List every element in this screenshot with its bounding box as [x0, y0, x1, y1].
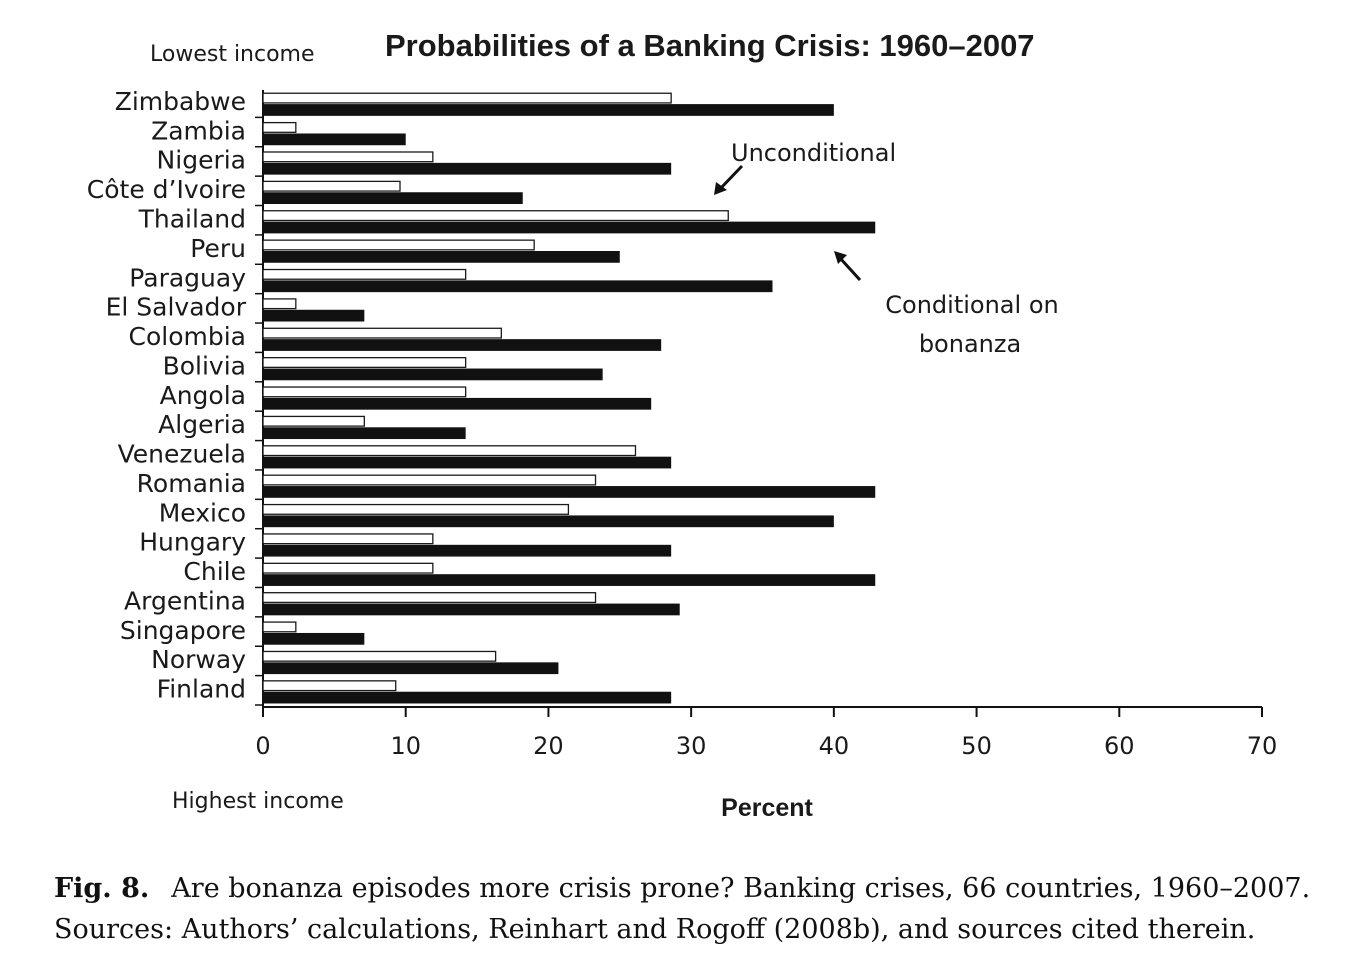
- bar-unconditional: [262, 357, 467, 369]
- category-label: El Salvador: [106, 293, 247, 322]
- category-label: Zimbabwe: [115, 87, 246, 116]
- x-tick-label: 70: [1247, 732, 1278, 760]
- category-label: Venezuela: [118, 440, 246, 469]
- bar-unconditional: [262, 180, 401, 192]
- unconditional-arrow-head-icon: [714, 182, 727, 195]
- bar-unconditional: [262, 650, 497, 662]
- bar-conditional-on-bonanza: [263, 397, 652, 410]
- unconditional-arrow-line: [717, 164, 744, 192]
- bar-conditional-on-bonanza: [263, 662, 559, 675]
- category-label: Singapore: [120, 616, 246, 645]
- category-label: Paraguay: [129, 263, 246, 292]
- chart: Lowest income Probabilities of a Banking…: [87, 28, 1277, 822]
- conditional-annotation-line2: bonanza: [919, 330, 1021, 358]
- category-label: Finland: [157, 675, 246, 704]
- bar-unconditional: [262, 680, 397, 692]
- bar-conditional-on-bonanza: [263, 574, 876, 586]
- bar-conditional-on-bonanza: [263, 221, 876, 234]
- bar-unconditional: [262, 239, 535, 251]
- bar-conditional-on-bonanza: [263, 515, 834, 528]
- conditional-annotation-line1: Conditional on: [885, 291, 1058, 319]
- bar-unconditional: [262, 621, 297, 633]
- bar-conditional-on-bonanza: [263, 456, 672, 469]
- category-label: Algeria: [158, 410, 246, 439]
- chart-title: Probabilities of a Banking Crisis: 1960–…: [385, 28, 1035, 63]
- bar-unconditional: [262, 268, 467, 280]
- x-tick-label: 30: [676, 732, 707, 760]
- top-axis-label: Lowest income: [150, 42, 315, 67]
- x-tick-label: 10: [390, 732, 421, 760]
- bar-unconditional: [262, 503, 570, 515]
- category-label: Peru: [190, 234, 246, 263]
- conditional-arrow-line: [838, 256, 862, 282]
- bar-unconditional: [262, 562, 434, 574]
- category-label: Bolivia: [163, 351, 246, 380]
- category-label: Thailand: [138, 205, 246, 234]
- bar-unconditional: [262, 298, 297, 310]
- bottom-axis-label: Highest income: [172, 789, 344, 814]
- x-tick-label: 50: [961, 732, 992, 760]
- bar-unconditional: [262, 592, 597, 604]
- category-label: Angola: [160, 381, 246, 410]
- category-label: Mexico: [159, 498, 246, 527]
- bar-conditional-on-bonanza: [263, 192, 523, 204]
- bar-conditional-on-bonanza: [263, 104, 834, 116]
- category-label: Chile: [183, 557, 246, 586]
- bar-conditional-on-bonanza: [263, 368, 603, 381]
- bar-conditional-on-bonanza: [263, 251, 620, 263]
- plot-area: 0 10 20 30 40 50 60 70 ZimbabweZambiaNigeriaCôte…: [87, 87, 1277, 760]
- caption-text: Are bonanza episodes more crisis prone? …: [54, 873, 1311, 945]
- bar-unconditional: [262, 474, 597, 486]
- category-label: Nigeria: [157, 146, 246, 175]
- bar-conditional-on-bonanza: [263, 544, 672, 557]
- category-label: Hungary: [139, 528, 246, 557]
- category-label: Côte d’Ivoire: [87, 175, 246, 204]
- bar-unconditional: [262, 121, 297, 133]
- bar-unconditional: [262, 445, 637, 457]
- bar-conditional-on-bonanza: [263, 632, 365, 645]
- bar-unconditional: [262, 533, 434, 545]
- x-tick-label: 0: [255, 732, 270, 760]
- bar-unconditional: [262, 151, 434, 163]
- bar-conditional-on-bonanza: [263, 339, 662, 351]
- bar-conditional-on-bonanza: [263, 162, 672, 175]
- bar-unconditional: [262, 415, 365, 427]
- bar-conditional-on-bonanza: [263, 309, 365, 322]
- bar-conditional-on-bonanza: [263, 280, 773, 293]
- bar-unconditional: [262, 386, 467, 398]
- bar-conditional-on-bonanza: [263, 486, 876, 498]
- category-label: Romania: [137, 469, 246, 498]
- category-label: Zambia: [151, 116, 246, 145]
- category-label: Norway: [151, 645, 246, 674]
- x-tick-label: 60: [1104, 732, 1135, 760]
- conditional-arrow-head-icon: [834, 251, 847, 264]
- bar-unconditional: [262, 327, 502, 339]
- bar-conditional-on-bonanza: [263, 427, 466, 440]
- x-tick-label: 20: [533, 732, 564, 760]
- bar-conditional-on-bonanza: [263, 133, 406, 146]
- x-tick-label: 40: [819, 732, 850, 760]
- unconditional-annotation: Unconditional: [731, 139, 896, 167]
- bar-conditional-on-bonanza: [263, 603, 680, 616]
- bar-conditional-on-bonanza: [263, 691, 672, 704]
- bar-unconditional: [262, 92, 672, 104]
- category-label: Colombia: [129, 322, 246, 351]
- figure-caption: Fig. 8. Are bonanza episodes more crisis …: [54, 868, 1334, 950]
- figure-label: Fig. 8.: [54, 873, 150, 904]
- x-axis-title: Percent: [721, 794, 813, 822]
- bar-unconditional: [262, 210, 729, 222]
- category-label: Argentina: [124, 586, 246, 615]
